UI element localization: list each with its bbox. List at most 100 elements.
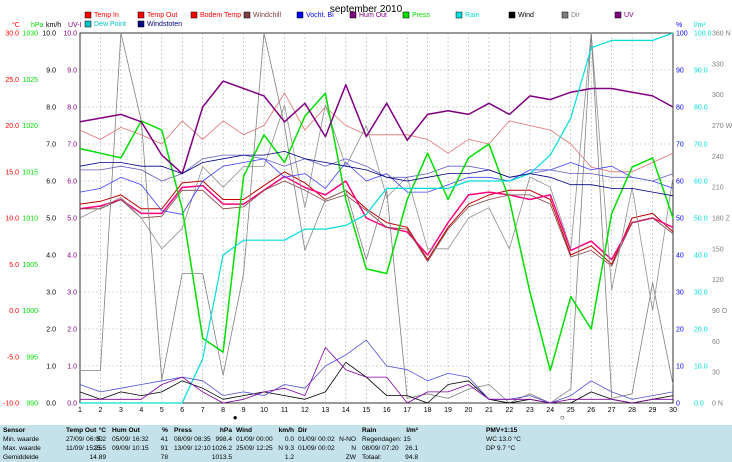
statistics-panel: Sensor Min. waarde Max. waarde Gemiddeld… — [0, 425, 732, 462]
wind-tick-label: 5.0 — [46, 216, 56, 223]
wind-tick-label: 1.0 — [46, 364, 56, 371]
wind-tick-label: 7.0 — [46, 142, 56, 149]
uv-tick-label: 8.0 — [67, 105, 77, 112]
wind-unit: km/h — [278, 427, 294, 434]
rain-total-value: 94.8 — [405, 454, 418, 461]
legend-swatch — [84, 20, 92, 28]
dir-tick-label: 240 — [712, 154, 724, 161]
hum-header: Hum Out — [112, 427, 140, 434]
wind-min-value: 0.0 — [284, 436, 294, 443]
temp-column: Temp Out °C 27/09/ 06:00 5.2 11/09/ 15:25 2… — [66, 426, 106, 462]
rain-tick-label: 80.0 — [694, 105, 708, 112]
temp-min-time: 27/09/ 06:00 — [66, 436, 103, 443]
wind-tick-label: 9.0 — [46, 68, 56, 75]
legend-swatch — [349, 11, 357, 19]
press-tick-label: 990 — [26, 401, 38, 408]
rain-tick-label: 90.0 — [694, 68, 708, 75]
dir-tick-label: 90 O — [712, 308, 728, 315]
press-column: Press hPa 08/09/ 08:35 998.4 13/09/ 12:10 1… — [174, 426, 232, 462]
hum-tick-label: 30 — [676, 290, 684, 297]
rain-tick-label: 0.0 — [694, 401, 704, 408]
temp-tick-label: -10.0 — [3, 401, 19, 408]
legend-label: Rain — [465, 12, 480, 19]
legend-swatch — [508, 11, 516, 19]
hum-tick-label: 20 — [676, 327, 684, 334]
wind-tick-label: 8.0 — [46, 105, 56, 112]
rain-tick-label: 40.0 — [694, 253, 708, 260]
series-temp-out — [79, 171, 674, 265]
hum-tick-label: 70 — [676, 142, 684, 149]
legend-label: Wind — [518, 12, 534, 19]
x-tick-label: 22 — [506, 407, 514, 414]
wind-tick-label: 0.0 — [46, 401, 56, 408]
press-unit-label: hPa — [31, 22, 44, 29]
uv-tick-label: 6.0 — [67, 179, 77, 186]
x-tick-label: 13 — [321, 407, 329, 414]
rain-tick-label: 60.0 — [694, 179, 708, 186]
sensor-column: Sensor Min. waarde Max. waarde Gemiddeld… — [3, 426, 63, 462]
rain-total-label: Totaal: — [362, 454, 382, 461]
moon-marker: ● — [233, 413, 238, 422]
temp-tick-label: 30.0 — [5, 31, 19, 38]
press-tick-label: 1005 — [22, 262, 38, 269]
pmv-column: PMV+1:15 WC 13.0 °C DP 9.7 °C — [486, 426, 566, 453]
uv-tick-label: 4.0 — [67, 253, 77, 260]
x-tick-label: 24 — [546, 407, 554, 414]
series-gust — [79, 339, 674, 404]
legend-swatch — [296, 11, 304, 19]
x-tick-label: 11 — [281, 407, 288, 414]
legend-label: Windchill — [253, 12, 281, 19]
max-label: Max. waarde — [3, 445, 41, 452]
dir-tick-label: 360 N — [712, 31, 731, 38]
temp-min-value: 5.2 — [96, 436, 106, 443]
x-tick-label: 1 — [78, 407, 82, 414]
rain-unit-label: l/m² — [694, 22, 706, 29]
rain-max-value: 26.1 — [405, 445, 418, 452]
press-tick-label: 1015 — [22, 169, 38, 176]
x-tick-label: 14 — [342, 407, 350, 414]
dir-header: Dir — [298, 427, 308, 434]
x-tick-label: 5 — [160, 407, 164, 414]
series-press — [79, 92, 674, 372]
hum-avg-value: 78 — [160, 454, 168, 461]
wind-avg-value: 1.2 — [284, 454, 294, 461]
rain-tick-label: 100.0 — [694, 31, 712, 38]
hum-tick-label: 10 — [676, 364, 684, 371]
rain-header: Rain — [362, 427, 377, 434]
hum-tick-label: 80 — [676, 105, 684, 112]
dir-max-value: N — [351, 445, 356, 452]
temp-unit: °C — [98, 427, 106, 434]
moon-marker: ○ — [560, 413, 565, 422]
rain-tick-label: 20.0 — [694, 327, 708, 334]
series-rain — [80, 32, 674, 404]
uv-tick-label: 0.0 — [67, 401, 77, 408]
legend-label: Temp In — [94, 12, 119, 19]
x-tick-label: 3 — [119, 407, 123, 414]
temp-max-value: 25.5 — [93, 445, 106, 452]
press-min-time: 08/09/ 08:35 — [174, 436, 211, 443]
uv-tick-label: 7.0 — [67, 142, 77, 149]
uv-tick-label: 2.0 — [67, 327, 77, 334]
x-tick-label: 6 — [180, 407, 184, 414]
x-tick-label: 15 — [362, 407, 370, 414]
tick-labels: 30.025.020.015.010.05.00.0-5.0-10.010301… — [3, 31, 732, 415]
temp-max-time: 11/09/ 15:25 — [66, 445, 103, 452]
wind-column: Wind km/h 01/09/ 00:00 0.0 25/09/ 12:25 N 9… — [236, 426, 294, 462]
legend-swatch — [402, 11, 410, 19]
rain-tick-label: 50.0 — [694, 216, 708, 223]
chart-legend: Temp In Temp Out Bodem Temp Windchill Vocht.… — [84, 11, 634, 28]
grid — [80, 33, 673, 403]
x-tick-label: 7 — [201, 407, 205, 414]
press-unit: hPa — [219, 427, 232, 434]
chart-title: september 2010 — [330, 4, 403, 15]
series-wind-max — [80, 32, 674, 404]
wind-min-time: 01/09/ 00:00 — [236, 436, 273, 443]
x-tick-label: 8 — [221, 407, 225, 414]
dir-tick-label: 120 — [712, 277, 724, 284]
x-tick-label: 16 — [383, 407, 391, 414]
uv-tick-label: 5.0 — [67, 216, 77, 223]
temp-tick-label: -5.0 — [7, 354, 19, 361]
series-hum-in — [80, 154, 674, 182]
legend-label: Hum Out — [359, 12, 387, 19]
rain-tick-label: 30.0 — [694, 290, 708, 297]
